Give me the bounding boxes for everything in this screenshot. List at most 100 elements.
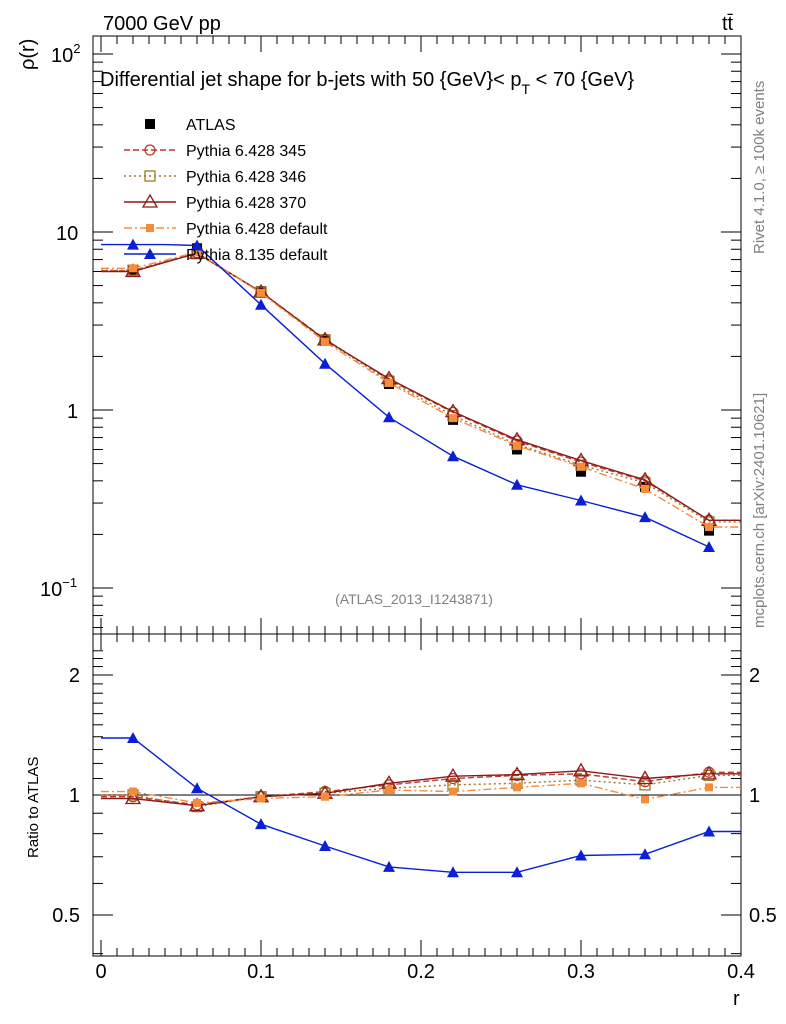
series-line-py_default [101,251,741,528]
point-py_default [257,288,265,297]
point-py_default [641,795,649,804]
point-py8 [127,731,139,743]
legend: ATLAS Pythia 6.428 345 Pythia 6.428 346 Pyt… [124,117,328,264]
point-py_default [513,441,521,450]
series-line-py370 [101,770,741,807]
legend-label: Pythia 8.135 default [186,247,328,264]
main-ylabel: ρ(r) [17,39,39,70]
chart-title: Differential jet shape for b-jets with 5… [100,69,634,97]
point-py_default [385,785,393,794]
ytick-label-1e-1: 10−1 [40,575,77,601]
ratio-ytick-label-right: 1 [749,785,760,807]
ratio-ytick-label-right: 2 [749,665,760,687]
main-axis-ticks [93,36,742,634]
point-py370 [700,765,718,780]
legend-item-py370: Pythia 6.428 370 [124,193,306,212]
point-py8 [191,239,203,251]
point-py8 [511,866,523,878]
xtick-labels: 0 0.1 0.2 0.3 0.4 [95,961,754,983]
point-py8 [319,357,331,369]
point-py8 [703,825,715,837]
point-py_default [705,523,713,532]
legend-marker-atlas [145,119,155,129]
point-py_default [129,787,137,796]
point-py_default [385,378,393,387]
series-py8 [101,731,741,878]
point-py8 [255,818,267,830]
point-py370 [508,766,526,781]
series-line-py370 [101,252,741,521]
point-py_default [129,264,137,273]
point-py_default [577,462,585,471]
ratio-ylabel: Ratio to ATLAS [25,757,42,858]
point-py_default [449,787,457,796]
xtick-label: 0.3 [567,961,595,983]
point-py_default [193,248,201,257]
xtick-label: 0.2 [407,961,435,983]
legend-marker-py370 [141,193,159,208]
legend-item-py8: Pythia 8.135 default [124,247,328,264]
chart-title-main: Differential jet shape for b-jets with 5… [100,69,522,91]
point-py370 [572,762,590,777]
point-py_default [641,484,649,493]
point-py370 [636,471,654,486]
point-py8 [191,782,203,794]
point-py370 [444,767,462,782]
point-py8 [575,849,587,861]
series-line-py346 [101,252,741,523]
legend-item-py_default: Pythia 6.428 default [124,221,328,238]
ratio-series-layer [101,731,741,878]
series-line-py8 [101,243,710,548]
point-py8 [447,866,459,878]
legend-label: ATLAS [186,117,236,134]
ytick-label-1: 1 [67,401,78,423]
ratio-ytick-labels: 0.5 0.5 1 1 2 2 [52,665,777,927]
point-py8 [319,839,331,851]
point-py_default [449,414,457,423]
xtick-label: 0.4 [727,961,755,983]
series-atlas [128,243,714,536]
ratio-ytick-label: 1 [69,785,80,807]
series-line-py345 [101,771,741,806]
point-atlas [576,466,586,477]
point-py8 [255,298,267,310]
ratio-ytick-label: 0.5 [52,905,80,927]
point-py8 [127,238,139,250]
point-py370 [636,770,654,785]
xlabel: r [733,988,740,1010]
legend-item-py346: Pythia 6.428 346 [124,169,306,186]
point-py8 [447,450,459,462]
point-py_default [321,337,329,346]
xtick-label: 0 [95,961,106,983]
legend-marker-py346 [144,170,156,182]
mcplots-label: mcplots.cern.ch [arXiv:2401.10621] [751,393,768,628]
main-series-layer [101,238,741,552]
energy-label: 7000 GeV pp [103,13,221,35]
legend-label: Pythia 6.428 default [186,221,328,238]
rivet-label: Rivet 4.1.0, ≥ 100k events [751,81,768,254]
ratio-ytick-label-right: 0.5 [749,905,777,927]
point-py346 [639,779,651,791]
chart-title-tail: < 70 {GeV} [530,69,634,91]
process-label: tt̄ [722,13,734,35]
point-py_default [193,798,201,807]
legend-item-py345: Pythia 6.428 345 [124,143,306,160]
point-py8 [703,540,715,552]
ytick-label-1e2: 102 [51,41,80,67]
legend-label: Pythia 6.428 370 [186,195,306,212]
legend-marker-py8 [144,248,156,259]
point-py_default [257,794,265,803]
ytick-label-10: 10 [56,223,78,245]
point-py8 [575,494,587,506]
point-py370 [124,790,142,805]
series-line-py8 [101,737,741,873]
point-py8 [511,478,523,490]
point-py8 [383,860,395,872]
xtick-label: 0.1 [247,961,275,983]
point-py_default [513,783,521,792]
ratio-ytick-label: 2 [69,665,80,687]
point-py345 [575,768,587,780]
point-py8 [639,511,651,523]
legend-label: Pythia 6.428 346 [186,169,306,186]
series-py8 [101,238,715,552]
